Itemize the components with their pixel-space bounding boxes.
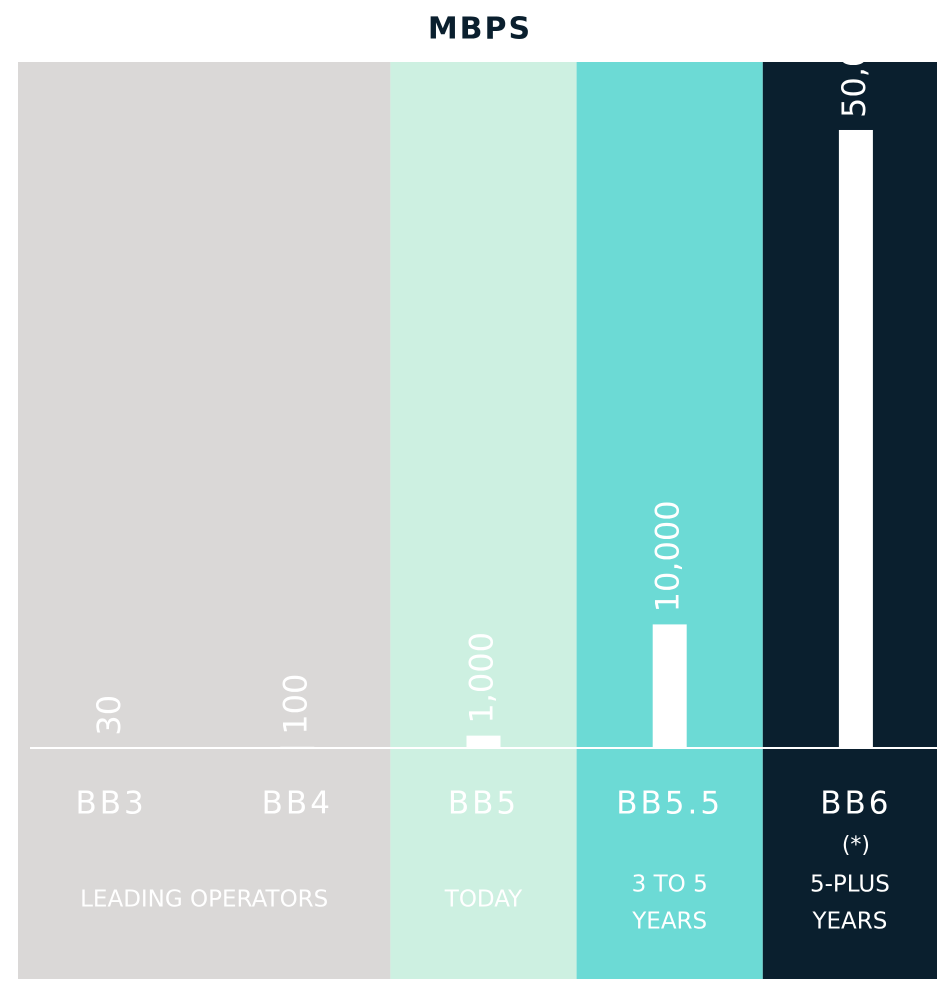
group-label: LEADING OPERATORS <box>80 887 328 913</box>
data-label: 10,000 <box>649 500 687 612</box>
annotation: (*) <box>842 833 870 858</box>
bar <box>838 129 873 748</box>
x-tick-label: BB5.5 <box>616 786 723 822</box>
data-label: 50,000 <box>835 6 873 118</box>
data-label: 1,000 <box>463 632 501 724</box>
data-label: 100 <box>276 674 314 735</box>
bar <box>280 746 315 748</box>
group-label: 3 TO 5 <box>632 872 708 898</box>
group-band <box>390 62 577 979</box>
bar <box>466 735 501 748</box>
group-label: TODAY <box>444 887 523 913</box>
group-band <box>576 62 763 979</box>
chart-title: MBPS <box>428 12 532 47</box>
x-tick-label: BB3 <box>75 786 146 822</box>
bar <box>94 747 129 749</box>
data-label: 30 <box>90 695 128 736</box>
x-tick-label: BB4 <box>262 786 333 822</box>
group-label: YEARS <box>631 909 707 935</box>
bar <box>652 624 687 748</box>
group-label: 5-PLUS <box>810 872 890 898</box>
x-tick-label: BB5 <box>448 786 519 822</box>
group-band <box>18 62 391 979</box>
x-tick-label: BB6 <box>820 786 891 822</box>
group-label: YEARS <box>811 909 887 935</box>
